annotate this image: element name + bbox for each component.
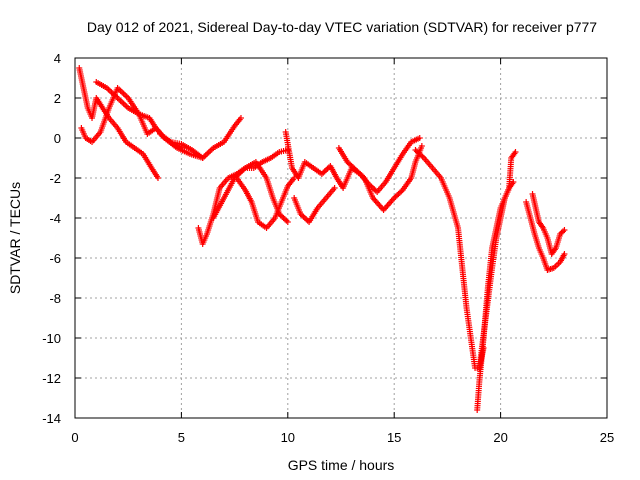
x-axis-title: GPS time / hours bbox=[288, 457, 395, 473]
series-track-m bbox=[476, 149, 519, 371]
series-track-j bbox=[291, 185, 338, 225]
x-tick-label: 5 bbox=[178, 430, 185, 445]
series-track-c bbox=[93, 79, 185, 151]
y-tick-label: -8 bbox=[49, 291, 61, 306]
y-tick-label: -4 bbox=[49, 211, 61, 226]
series-track-k bbox=[412, 147, 487, 371]
data-point bbox=[331, 185, 338, 191]
x-tick-label: 15 bbox=[387, 430, 401, 445]
plot-frame bbox=[74, 57, 608, 419]
y-tick-label: -6 bbox=[49, 251, 61, 266]
series-track-i bbox=[335, 143, 425, 213]
series-track-e bbox=[195, 147, 291, 247]
y-tick-label: -2 bbox=[49, 171, 61, 186]
series-track-a bbox=[76, 65, 161, 181]
x-tick-label: 20 bbox=[493, 430, 507, 445]
y-tick-label: 4 bbox=[54, 51, 61, 66]
y-axis-title: SDTVAR / TECUs bbox=[7, 182, 23, 294]
series-track-h bbox=[282, 129, 423, 195]
y-tick-label: -10 bbox=[42, 331, 61, 346]
x-tick-label: 10 bbox=[281, 430, 295, 445]
series-track-d bbox=[157, 115, 244, 161]
series-track-f bbox=[210, 159, 291, 225]
data-point bbox=[561, 227, 568, 233]
data-point bbox=[237, 115, 244, 121]
y-tick-label: 2 bbox=[54, 91, 61, 106]
data-point bbox=[284, 219, 291, 225]
series-track-o bbox=[529, 191, 568, 257]
data-point bbox=[512, 149, 519, 155]
y-tick-label: 0 bbox=[54, 131, 61, 146]
axis-ticks: 0 5 10 15 20 25 -14 -12 -10 -8 -6 -4 -2 0 2 4 bbox=[42, 51, 614, 445]
chart-title: Day 012 of 2021, Sidereal Day-to-day VTE… bbox=[87, 19, 597, 35]
x-tick-label: 25 bbox=[600, 430, 614, 445]
series-track-g bbox=[233, 175, 298, 231]
grid bbox=[75, 58, 607, 418]
data-point bbox=[418, 143, 425, 149]
y-tick-label: -12 bbox=[42, 371, 61, 386]
y-tick-label: -14 bbox=[42, 411, 61, 426]
data-point bbox=[416, 135, 423, 141]
series-track-n bbox=[523, 199, 568, 273]
data-points bbox=[76, 65, 568, 413]
data-point bbox=[154, 175, 161, 181]
x-tick-label: 0 bbox=[71, 430, 78, 445]
data-point bbox=[561, 251, 568, 257]
